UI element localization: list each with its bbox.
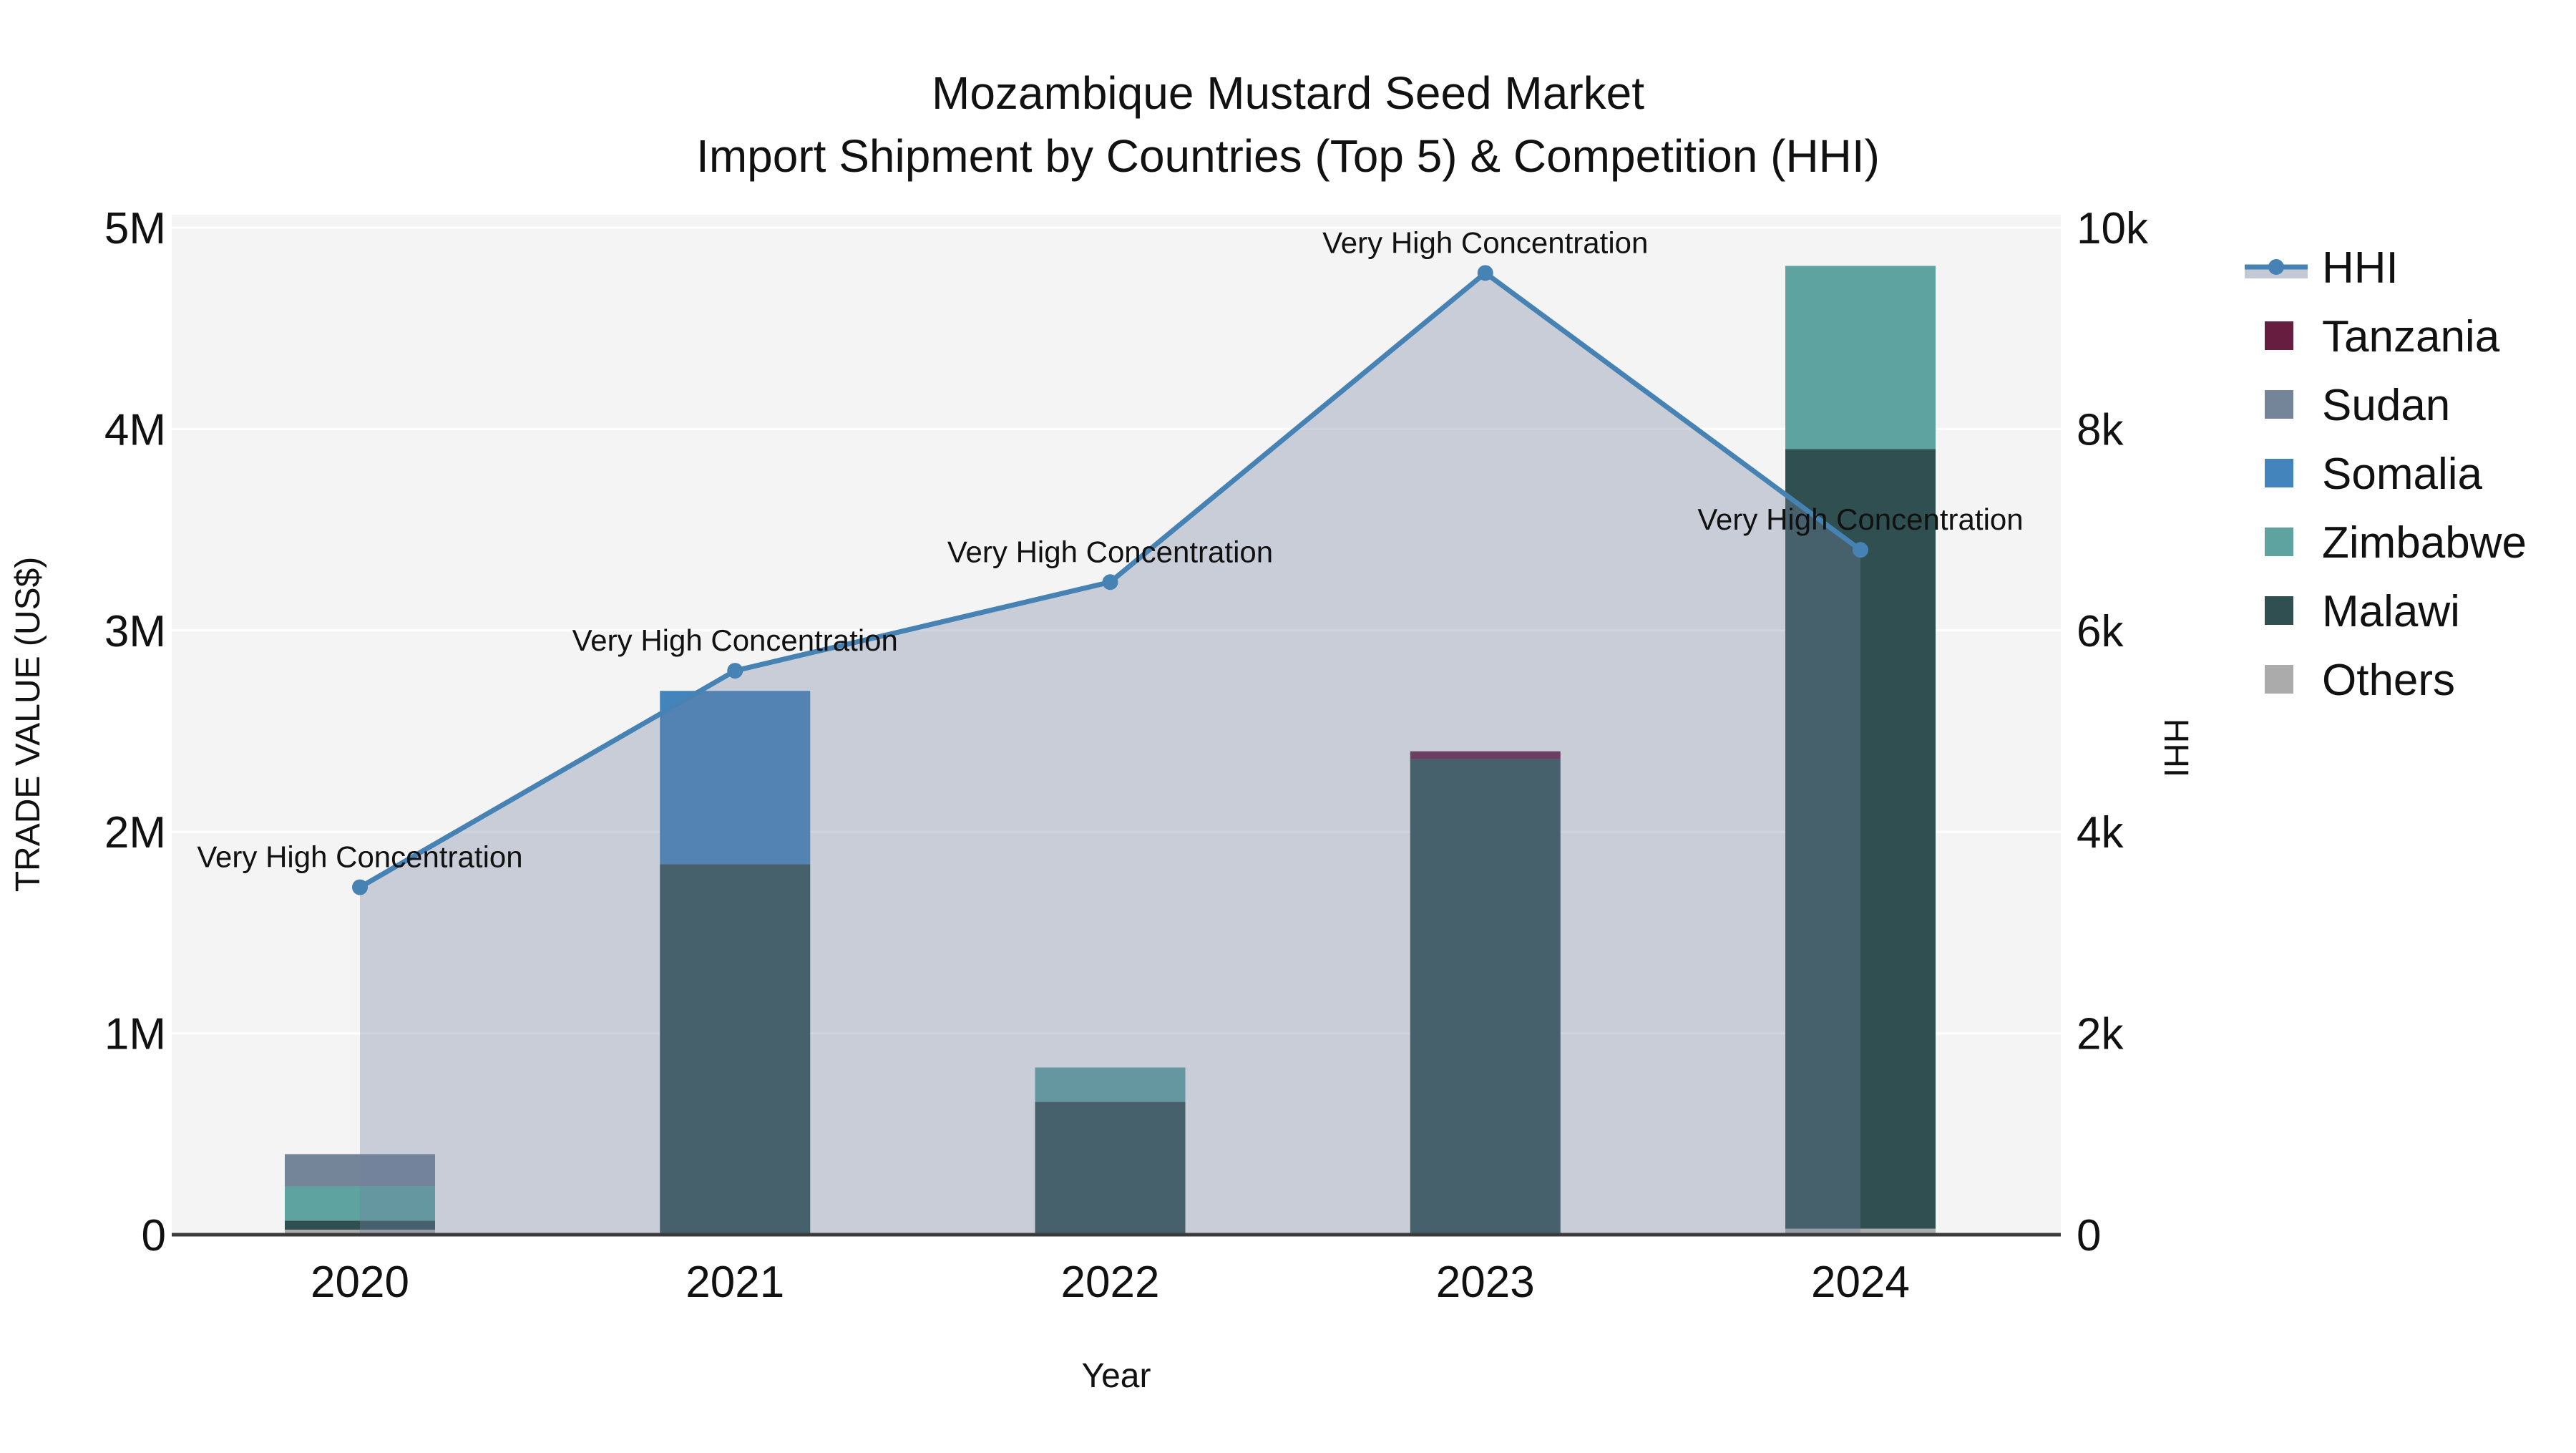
chart-title: Mozambique Mustard Seed Market	[932, 67, 1644, 119]
bar-segment-zimbabwe-2024[interactable]	[1785, 266, 1936, 449]
legend-item-malawi[interactable]: Malawi	[2265, 587, 2460, 636]
legend-label-others: Others	[2322, 656, 2455, 705]
legend-label-somalia: Somalia	[2322, 449, 2483, 499]
bar-segment-others-2020[interactable]	[285, 1229, 435, 1235]
chart-subtitle: Import Shipment by Countries (Top 5) & C…	[696, 130, 1880, 182]
y-right-tick-label: 4k	[2077, 808, 2124, 857]
x-tick-label-2020: 2020	[311, 1258, 409, 1307]
legend-swatch-others	[2265, 665, 2293, 694]
y-left-axis-title: TRADE VALUE (US$)	[9, 557, 47, 893]
y-left-tick-label: 1M	[104, 1010, 166, 1059]
x-axis-title: Year	[1082, 1357, 1151, 1395]
legend-label-malawi: Malawi	[2322, 587, 2460, 636]
bar-segment-others-2024[interactable]	[1785, 1228, 1936, 1235]
hhi-line-group	[352, 265, 1868, 895]
hhi-marker-2024[interactable]	[1853, 542, 1868, 558]
annotation-2023: Very High Concentration	[1322, 225, 1648, 259]
legend-swatch-somalia	[2265, 459, 2293, 487]
hhi-marker-2020[interactable]	[352, 879, 368, 895]
hhi-marker-2023[interactable]	[1477, 265, 1493, 281]
bar-segment-zimbabwe-2022[interactable]	[1035, 1067, 1186, 1102]
x-tick-label-2024: 2024	[1811, 1258, 1910, 1307]
legend: HHI Tanzania Sudan Somalia Zimbabwe Malawi Oth…	[2245, 243, 2527, 705]
annotation-2022: Very High Concentration	[947, 535, 1273, 568]
hhi-legend-marker	[2268, 259, 2284, 275]
legend-item-others[interactable]: Others	[2265, 656, 2455, 705]
y-right-tick-label: 2k	[2077, 1010, 2124, 1059]
bar-segment-malawi-2020[interactable]	[285, 1220, 435, 1230]
annotation-2020: Very High Concentration	[197, 840, 522, 874]
plot-area	[172, 215, 2061, 1235]
legend-label-zimbabwe: Zimbabwe	[2322, 518, 2527, 568]
bar-series-group	[285, 266, 1936, 1235]
legend-label-sudan: Sudan	[2322, 381, 2450, 430]
annotations: Very High Concentration Very High Concent…	[197, 225, 2023, 873]
legend-swatch-zimbabwe	[2265, 528, 2293, 556]
bar-segment-somalia-2021[interactable]	[660, 691, 811, 865]
y-right-tick-label: 8k	[2077, 405, 2124, 455]
y-left-tick-label: 3M	[104, 607, 166, 656]
hhi-marker-2022[interactable]	[1102, 574, 1118, 591]
bar-segment-malawi-2024[interactable]	[1785, 449, 1936, 1229]
hhi-area-fill	[360, 273, 1860, 1235]
legend-item-sudan[interactable]: Sudan	[2265, 381, 2450, 430]
annotation-2024: Very High Concentration	[1697, 502, 2023, 536]
bar-segment-zimbabwe-2020[interactable]	[285, 1186, 435, 1221]
bar-segment-sudan-2020[interactable]	[285, 1154, 435, 1187]
y-right-tick-label: 6k	[2077, 607, 2124, 656]
x-tick-label-2023: 2023	[1436, 1258, 1535, 1307]
legend-swatch-sudan	[2265, 390, 2293, 419]
legend-swatch-malawi	[2265, 596, 2293, 625]
legend-swatch-tanzania	[2265, 321, 2293, 350]
y-left-tick-label: 0	[142, 1211, 166, 1260]
bar-segment-malawi-2023[interactable]	[1410, 759, 1561, 1235]
gridlines	[172, 226, 2061, 1035]
legend-label-tanzania: Tanzania	[2322, 312, 2500, 361]
hhi-marker-2021[interactable]	[727, 663, 743, 679]
x-tick-label-2021: 2021	[686, 1258, 784, 1307]
hhi-area-group	[360, 273, 1860, 1235]
y-left-tick-label: 2M	[104, 808, 166, 857]
x-tick-label-2022: 2022	[1061, 1258, 1160, 1307]
y-right-axis-title: HHI	[2157, 719, 2195, 778]
y-left-tick-label: 5M	[104, 204, 166, 253]
legend-label-hhi: HHI	[2322, 243, 2399, 293]
y-left-tick-label: 4M	[104, 405, 166, 455]
bar-segment-malawi-2022[interactable]	[1035, 1102, 1186, 1235]
y-right-tick-label: 10k	[2077, 204, 2149, 253]
legend-item-somalia[interactable]: Somalia	[2265, 449, 2483, 499]
tick-labels: 0 1M 2M 3M 4M 5M 0 2k 4k 6k 8k 10k 2020 2021 2022 2023 2…	[104, 204, 2149, 1307]
legend-item-tanzania[interactable]: Tanzania	[2265, 312, 2500, 361]
legend-item-zimbabwe[interactable]: Zimbabwe	[2265, 518, 2527, 568]
legend-item-hhi[interactable]: HHI	[2245, 243, 2399, 293]
bar-segment-malawi-2021[interactable]	[660, 864, 811, 1235]
bar-segment-tanzania-2023[interactable]	[1410, 751, 1561, 759]
annotation-2021: Very High Concentration	[572, 623, 898, 657]
y-right-tick-label: 0	[2077, 1211, 2101, 1260]
